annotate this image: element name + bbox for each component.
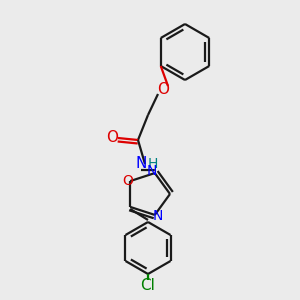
Text: O: O: [106, 130, 118, 146]
Text: N: N: [147, 164, 157, 178]
Text: O: O: [157, 82, 169, 98]
Text: N: N: [153, 209, 163, 223]
Text: N: N: [135, 157, 147, 172]
Text: H: H: [148, 157, 158, 171]
Text: O: O: [122, 174, 133, 188]
Text: Cl: Cl: [141, 278, 155, 293]
